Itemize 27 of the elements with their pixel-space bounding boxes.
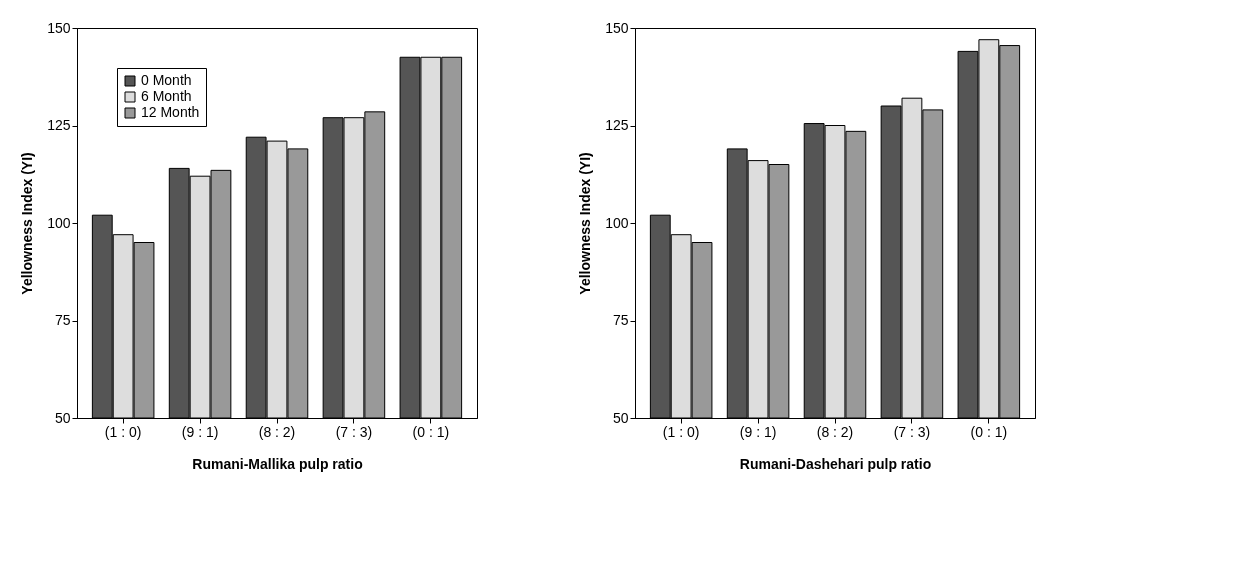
y-axis-title: Yellowness Index (YI)	[19, 152, 36, 295]
y-tick-label: 100	[47, 214, 71, 231]
y-tick-label: 100	[605, 214, 629, 231]
legend-label: 6 Month	[141, 88, 192, 104]
x-tick-label: (0 : 1)	[412, 423, 450, 440]
x-tick-label: (7 : 3)	[893, 423, 931, 440]
x-tick-label: (9 : 1)	[181, 423, 219, 440]
legend-label: 12 Month	[141, 104, 200, 120]
x-tick-label: (1 : 0)	[104, 423, 142, 440]
x-tick-label: (9 : 1)	[739, 423, 777, 440]
y-tick-label: 125	[605, 117, 629, 133]
y-axis-title: Yellowness Index (YI)	[577, 152, 594, 295]
y-tick-label: 150	[605, 19, 629, 36]
x-tick-label: (8 : 2)	[816, 423, 854, 440]
x-tick-label: (1 : 0)	[662, 423, 700, 440]
y-tick-label: 150	[47, 19, 71, 36]
x-axis-title: Rumani-Mallika pulp ratio	[192, 455, 363, 472]
y-tick-label: 125	[47, 117, 71, 133]
y-tick-label: 75	[54, 312, 71, 328]
y-tick-label: 50	[54, 409, 71, 426]
x-tick-label: (0 : 1)	[970, 423, 1008, 440]
y-tick-label: 50	[612, 409, 629, 426]
legend-label: 0 Month	[141, 72, 192, 88]
x-axis-title: Rumani-Dashehari pulp ratio	[739, 455, 932, 472]
x-tick-label: (7 : 3)	[335, 423, 373, 440]
y-tick-label: 75	[612, 312, 629, 328]
x-tick-label: (8 : 2)	[258, 423, 296, 440]
